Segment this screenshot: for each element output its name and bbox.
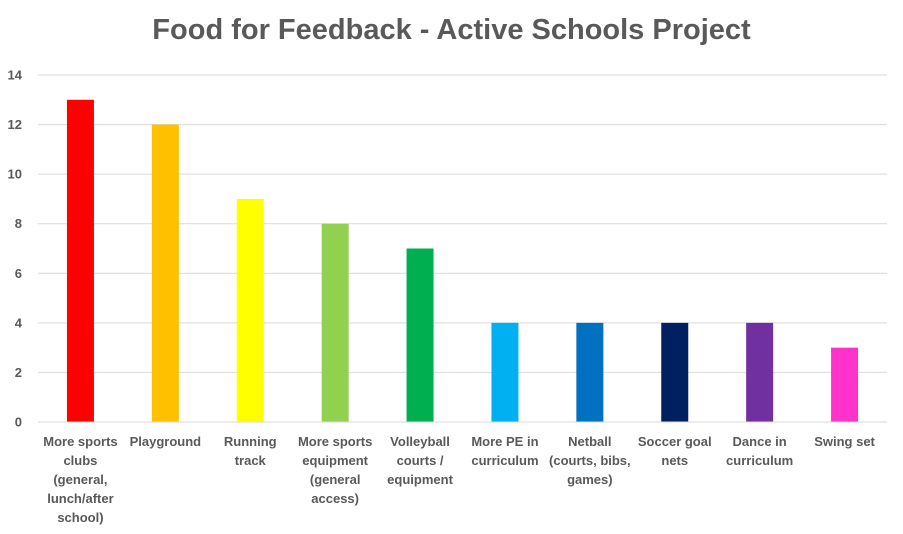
x-category-label: More sports clubs (general, lunch/after scho… — [43, 434, 117, 525]
x-category-label: Soccer goal nets — [638, 434, 712, 468]
bar — [831, 347, 859, 422]
x-category-label: More PE in curriculum — [471, 434, 538, 468]
bar — [576, 322, 604, 422]
x-axis-labels: More sports clubs (general, lunch/after scho… — [43, 434, 875, 525]
y-axis-ticks: 0 2 4 6 8 10 12 14 — [8, 68, 23, 430]
x-category-label: Volleyball courts / equipment — [387, 434, 453, 487]
chart-title: Food for Feedback - Active Schools Proje… — [152, 14, 751, 46]
y-tick-label: 10 — [8, 167, 22, 182]
bar — [66, 99, 94, 423]
bar — [151, 124, 179, 423]
bar — [321, 223, 349, 422]
y-tick-label: 14 — [8, 68, 23, 83]
bars — [66, 99, 859, 423]
x-category-label: Dance in curriculum — [726, 434, 793, 468]
bar — [491, 322, 519, 422]
y-tick-label: 8 — [15, 216, 22, 231]
bar — [661, 322, 689, 422]
bar — [746, 322, 774, 422]
bar — [236, 198, 264, 422]
y-tick-label: 6 — [15, 266, 22, 281]
y-tick-label: 4 — [15, 315, 23, 330]
bar — [406, 248, 434, 422]
x-category-label: More sports equipment (general access) — [298, 434, 372, 506]
x-category-label: Playground — [130, 434, 202, 449]
y-tick-label: 12 — [8, 117, 22, 132]
y-tick-label: 2 — [15, 365, 22, 380]
x-category-label: Running track — [224, 434, 277, 468]
y-tick-label: 0 — [15, 415, 22, 430]
gridlines — [38, 74, 887, 373]
x-category-label: Swing set — [814, 434, 875, 449]
x-category-label: Netball (courts, bibs, games) — [549, 434, 631, 487]
